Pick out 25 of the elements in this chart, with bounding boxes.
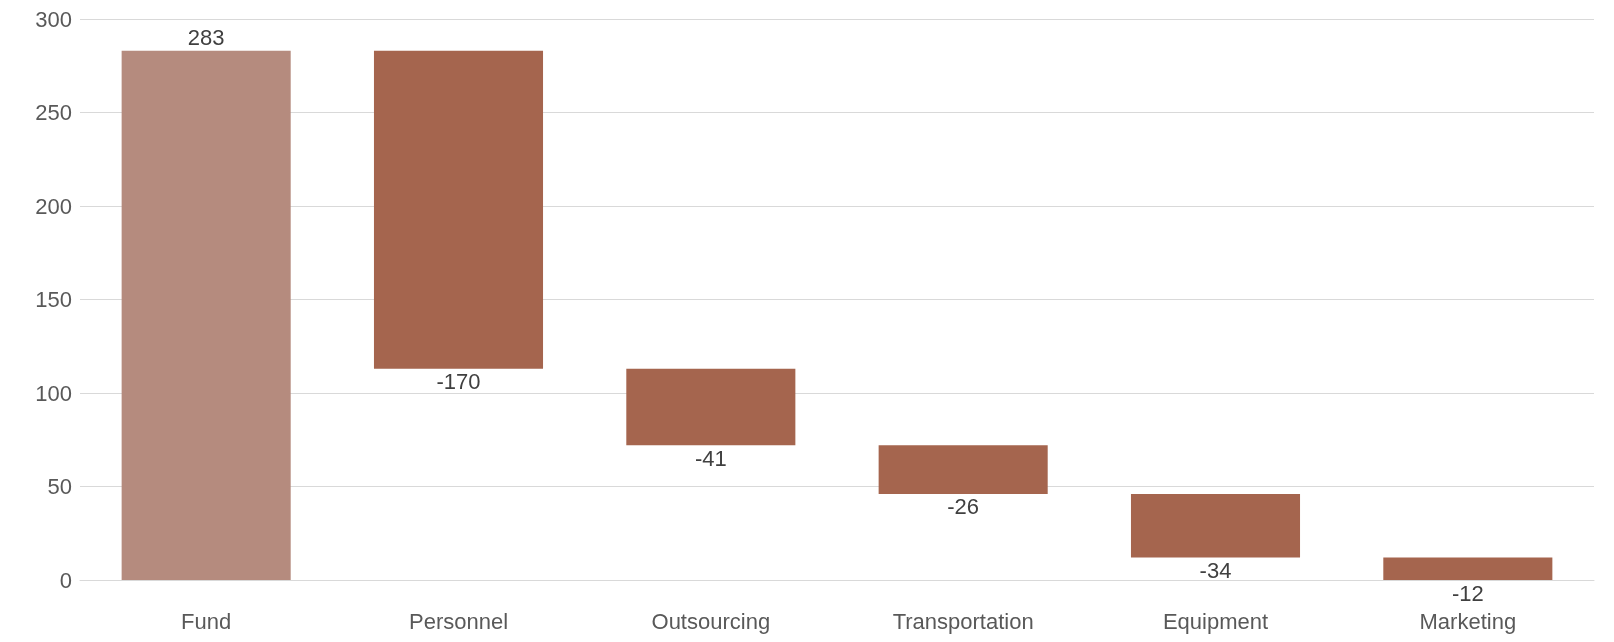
data-label: -26 bbox=[947, 494, 980, 520]
y-tick-label: 200 bbox=[35, 193, 72, 219]
y-tick-label: 300 bbox=[35, 6, 72, 32]
bar bbox=[1130, 493, 1301, 558]
bar bbox=[626, 368, 796, 446]
data-label: -170 bbox=[436, 369, 481, 395]
bar bbox=[878, 445, 1048, 494]
y-tick-label: 150 bbox=[35, 287, 72, 312]
y-tick-label: 250 bbox=[35, 100, 72, 125]
bar bbox=[373, 50, 544, 369]
data-label: -34 bbox=[1199, 558, 1232, 584]
y-tick-label: 100 bbox=[35, 380, 72, 406]
bar bbox=[1383, 557, 1553, 580]
data-label: -12 bbox=[1451, 580, 1484, 606]
bar bbox=[121, 50, 291, 580]
x-tick-label: Personnel bbox=[408, 608, 509, 634]
x-tick-label: Marketing bbox=[1419, 608, 1517, 634]
y-tick-label: 0 bbox=[59, 567, 72, 593]
x-tick-label: Transportation bbox=[892, 608, 1034, 634]
x-tick-label: Equipment bbox=[1162, 608, 1269, 634]
x-tick-label: Fund bbox=[181, 608, 232, 634]
y-tick-label: 50 bbox=[47, 474, 72, 499]
data-label: -41 bbox=[694, 445, 727, 471]
x-tick-label: Outsourcing bbox=[651, 608, 771, 634]
data-label: 283 bbox=[187, 25, 225, 51]
